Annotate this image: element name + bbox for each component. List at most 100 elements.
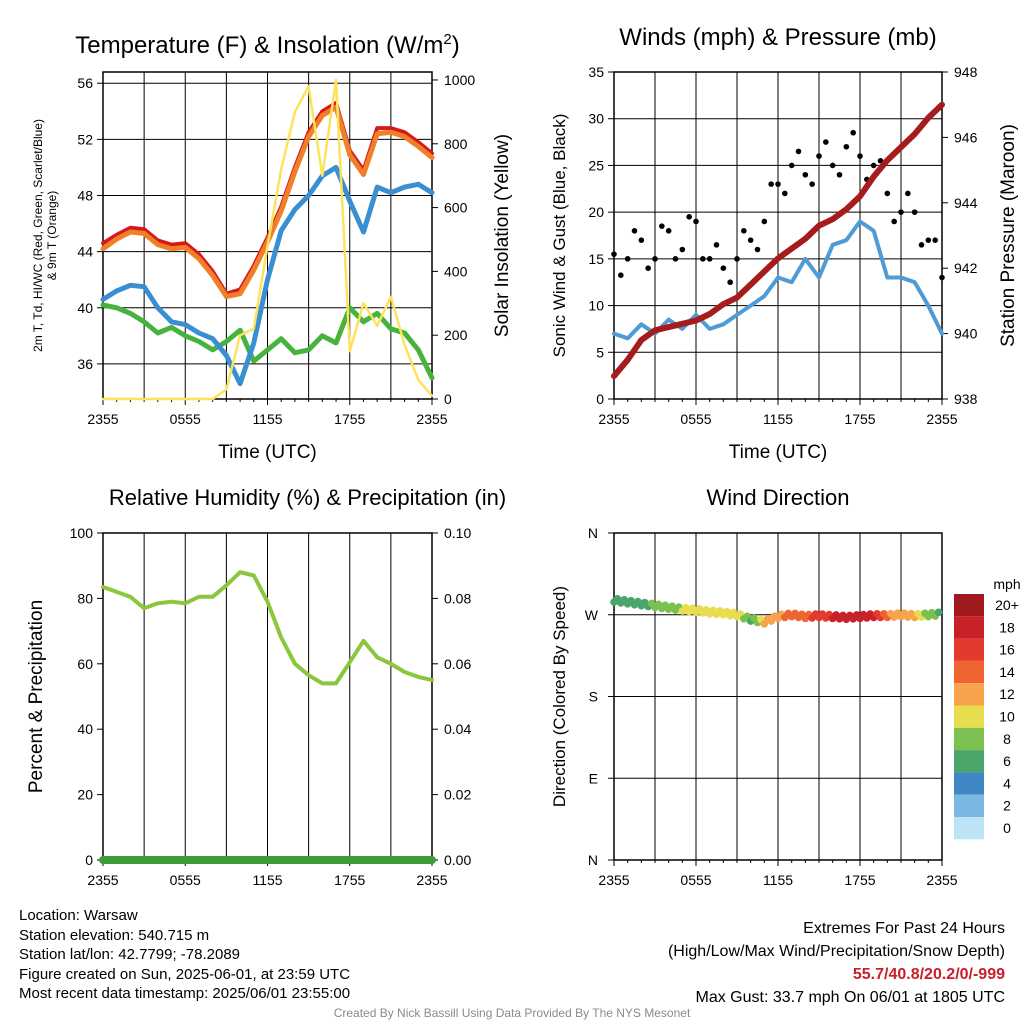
- colorbar-swatch: [954, 772, 984, 795]
- y-tick-label: 0: [596, 391, 604, 407]
- y-tick-label: 25: [588, 157, 604, 173]
- x-tick-label: 2355: [598, 411, 629, 427]
- x-tick-label: 2355: [87, 872, 118, 888]
- y2-tick-label: 1000: [444, 72, 475, 88]
- y-tick-label: 100: [70, 525, 94, 541]
- y-tick-label: 48: [77, 188, 93, 204]
- gust-point: [713, 242, 720, 248]
- x-tick-label: 0555: [680, 411, 711, 427]
- y2-tick-label: 0.08: [444, 590, 471, 606]
- colorbar-unit: mph: [993, 576, 1020, 592]
- gust-point: [734, 256, 740, 262]
- chart-title-end: ): [452, 32, 460, 59]
- gust-point: [700, 256, 706, 262]
- x-axis-label: Time (UTC): [218, 442, 317, 463]
- extremes-values: 55.7/40.8/20.2/0/-999: [852, 966, 1005, 983]
- y2-tick-label: 944: [954, 195, 978, 211]
- y2-tick-label: 940: [954, 326, 978, 342]
- colorbar-swatch: [954, 616, 984, 639]
- colorbar-swatch: [954, 683, 984, 706]
- colorbar-label: 12: [999, 686, 1015, 702]
- y2-tick-label: 938: [954, 391, 978, 407]
- y2-tick-label: 0.06: [444, 656, 471, 672]
- y-tick-label: 0: [85, 852, 93, 868]
- x-tick-label: 1755: [334, 872, 365, 888]
- x-tick-label: 1755: [844, 872, 875, 888]
- gust-point: [638, 237, 645, 243]
- series-sonic-wind: [612, 219, 944, 341]
- y-tick-label: E: [589, 770, 598, 786]
- gust-point: [843, 143, 850, 150]
- colorbar-label: 18: [999, 619, 1015, 635]
- colorbar-label: 10: [999, 709, 1015, 725]
- y-axis-label: Sonic Wind & Gust (Blue, Black): [550, 114, 569, 358]
- chart-title: Winds (mph) & Pressure (mb): [619, 24, 936, 51]
- max-gust: Max Gust: 33.7 mph On 06/01 at 1805 UTC: [695, 989, 1006, 1006]
- x-tick-label: 1155: [252, 411, 282, 427]
- series-insolation: [101, 78, 434, 401]
- x-tick-label: 1755: [334, 411, 365, 427]
- gust-point: [898, 209, 904, 215]
- x-tick-label: 2355: [926, 411, 957, 427]
- gust-point: [905, 190, 911, 197]
- y-axis-label-line1: 2m T, Td, HI/WC (Red, Green, Scarlet/Blu…: [31, 119, 45, 352]
- y-tick-label: 20: [77, 787, 93, 803]
- y-tick-label: 60: [77, 656, 93, 672]
- station-location: Location: Warsaw: [19, 907, 138, 924]
- gust-point: [652, 256, 658, 262]
- x-tick-label: 1155: [763, 872, 793, 888]
- extremes-panel: Extremes For Past 24 Hours (High/Low/Max…: [668, 917, 1005, 1009]
- y-tick-label: 80: [77, 590, 93, 606]
- y2-tick-label: 200: [444, 327, 468, 343]
- x-tick-label: 1155: [252, 872, 282, 888]
- y-axis-label: Percent & Precipitation: [26, 600, 47, 793]
- y2-tick-label: 0.02: [444, 787, 471, 803]
- x-axis-label: Time (UTC): [729, 442, 828, 463]
- colorbar: mph 20+ 18 16 14 12 10 8 6 4 2 0: [954, 576, 1021, 840]
- y2-axis-label: Station Pressure (Maroon): [998, 124, 1019, 347]
- y-tick-label: 56: [77, 75, 93, 91]
- gust-point: [816, 153, 822, 159]
- y2-tick-label: 800: [444, 136, 468, 152]
- colorbar-swatch: [954, 638, 984, 661]
- direction-point: [934, 608, 943, 617]
- x-tick-label: 2355: [87, 411, 118, 427]
- gust-point: [809, 181, 815, 187]
- y-axis-label-line2: & 9m T (Orange): [45, 191, 59, 281]
- gust-point: [782, 190, 788, 197]
- chart-title: Wind Direction: [706, 485, 849, 510]
- chart-title: Temperature (F) & Insolation (W/m2): [75, 31, 459, 59]
- y-tick-label: W: [585, 607, 599, 623]
- panel-humidity: 2355 0555 1155 1755 2355 0 20 40 60 80 100 0.00 0.02…: [26, 485, 506, 888]
- x-tick-label: 1155: [763, 411, 793, 427]
- panel-temperature: 2355 0555 1155 1755 2355 36 40 44 48 52 56 0 200 400 6…: [31, 31, 513, 463]
- gust-point: [686, 214, 692, 220]
- y2-tick-label: 600: [444, 200, 468, 216]
- colorbar-swatch: [954, 727, 984, 751]
- y2-tick-label: 0.04: [444, 721, 471, 737]
- colorbar-swatch: [954, 794, 984, 817]
- y-tick-label: 44: [77, 244, 93, 260]
- y-tick-label: S: [589, 689, 598, 705]
- y2-tick-label: 948: [954, 64, 978, 80]
- gust-point: [911, 209, 918, 215]
- gust-point: [857, 153, 863, 159]
- y-tick-label: 40: [77, 721, 93, 737]
- colorbar-label: 4: [1003, 775, 1011, 791]
- colorbar-swatch: [954, 817, 984, 840]
- colorbar-swatch: [954, 594, 984, 617]
- gust-point: [747, 237, 754, 243]
- y-tick-label: 5: [596, 344, 604, 360]
- station-latlon: Station lat/lon: 42.7799; -78.2089: [19, 946, 241, 963]
- gust-point: [659, 223, 665, 229]
- chart-title: Relative Humidity (%) & Precipitation (i…: [109, 485, 506, 510]
- x-tick-label: 2355: [598, 872, 629, 888]
- x-tick-label: 0555: [680, 872, 711, 888]
- gust-point: [795, 148, 802, 155]
- y2-tick-label: 946: [954, 129, 978, 145]
- y-tick-label: 30: [588, 111, 604, 127]
- gust-point: [761, 218, 768, 225]
- y-tick-label: 36: [77, 356, 93, 372]
- gust-point: [631, 228, 638, 234]
